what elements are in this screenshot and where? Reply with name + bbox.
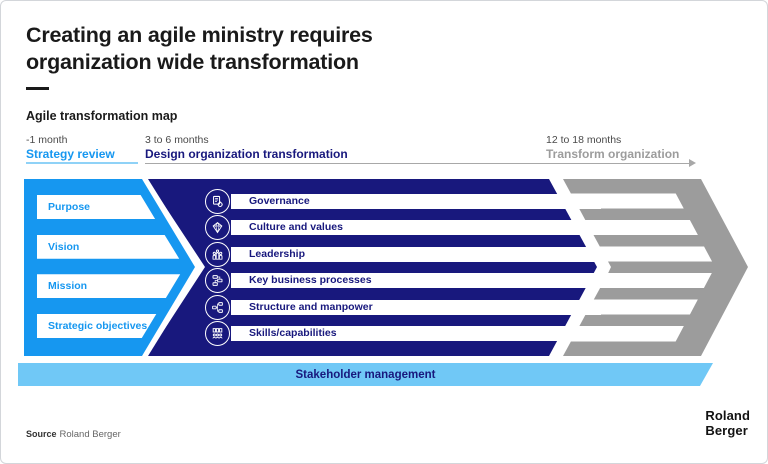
process-flow-icon [205,268,230,293]
strategy-review-underline [26,162,138,164]
logo-line1: Roland [705,408,750,423]
strategy-arrow-shape [24,179,195,356]
phase-strategy-review: -1 month Strategy review [26,134,115,162]
design-row-key-business-processes: Key business processes [231,273,601,288]
design-row-label: Culture and values [249,221,343,233]
strategy-item-label: Vision [48,240,80,253]
phase-design-transformation: 3 to 6 months Design organization transf… [145,134,348,162]
phase-transform-organization: 12 to 18 months Transform organization [546,134,679,162]
strategy-item-label: Strategic objectives [48,320,148,332]
skills-people-icon [205,321,230,346]
phase-name: Transform organization [546,147,680,161]
page-title-line1: Creating an agile ministry requires [26,23,373,47]
stakeholder-bar-label: Stakeholder management [295,368,436,381]
page-title-line2: organization wide transformation [26,50,359,74]
design-row-label: Leadership [249,247,306,260]
transformation-band: Purpose Vision Mission Strategic objectives… [1,179,767,356]
roland-berger-logo: Roland Berger [705,408,750,438]
source-label: Source [26,429,57,439]
design-row-structure-and-manpower: Structure and manpower [231,299,601,315]
design-row-label: Governance [249,194,310,207]
diamond-icon [205,215,230,240]
page-title: Creating an agile ministry requires orga… [26,22,373,76]
logo-line2: Berger [705,423,748,438]
strategy-item-mission: Mission [37,274,181,299]
phase-duration: 12 to 18 months [546,134,622,146]
phase-duration: -1 month [26,134,68,146]
design-row-skills-capabilities: Skills/capabilities [231,326,601,341]
title-underline [26,87,49,90]
timeline-line [145,163,691,164]
timeline-arrowhead-icon [689,159,696,167]
design-row-label: Structure and manpower [249,300,373,313]
leadership-people-icon [205,241,230,267]
phase-name: Strategy review [26,147,115,161]
strategy-item-strategic-objectives: Strategic objectives [37,314,157,338]
transform-arrowhead-shape [668,179,748,356]
design-row-culture-and-values: Culture and values [231,220,601,235]
phase-duration: 3 to 6 months [145,134,209,146]
source-text: Roland Berger [59,429,121,440]
strategy-item-label: Purpose [48,201,91,213]
strategy-item-label: Mission [48,280,88,293]
phase-name: Design organization transformation [145,147,348,161]
document-gear-icon [205,188,230,214]
stakeholder-bar: Stakeholder management [18,363,713,386]
strategy-item-purpose: Purpose [37,195,156,219]
design-row-label: Key business processes [249,274,372,286]
map-subtitle: Agile transformation map [26,109,178,123]
source-note: Source Roland Berger [26,429,121,440]
design-row-governance: Governance [231,193,601,209]
strategy-item-vision: Vision [37,234,180,259]
org-structure-icon [205,294,230,320]
design-row-leadership: Leadership [231,246,601,262]
design-row-label: Skills/capabilities [249,327,337,339]
transform-arrow-shape [563,179,748,356]
